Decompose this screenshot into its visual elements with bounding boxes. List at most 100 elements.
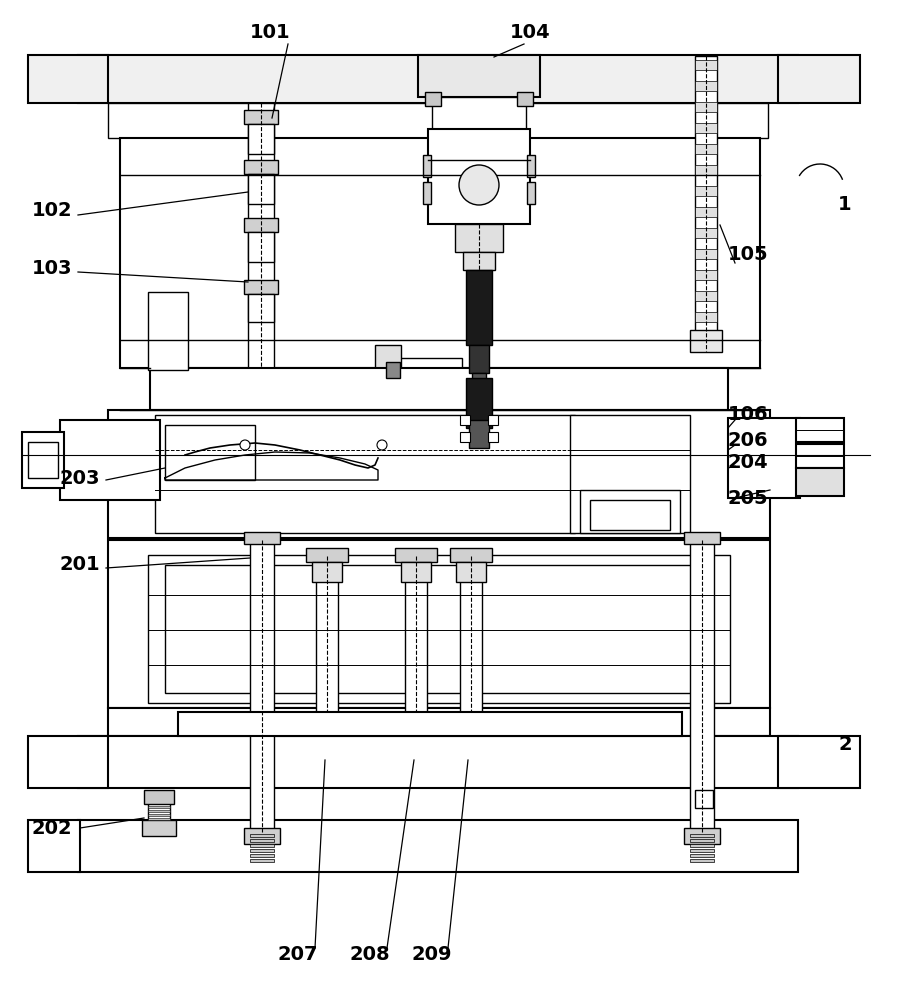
Bar xyxy=(460,415,470,425)
Text: 206: 206 xyxy=(727,430,769,450)
Bar xyxy=(28,820,80,872)
Bar xyxy=(108,540,770,708)
Bar xyxy=(250,849,274,852)
Bar xyxy=(108,103,768,138)
Bar xyxy=(250,839,274,842)
Bar xyxy=(395,548,437,562)
Bar xyxy=(690,859,714,862)
Bar xyxy=(728,418,800,498)
Bar xyxy=(312,562,342,582)
Text: 101: 101 xyxy=(249,22,291,41)
Bar xyxy=(248,124,274,154)
Bar xyxy=(695,81,717,91)
Text: 105: 105 xyxy=(727,245,769,264)
Bar xyxy=(695,165,717,175)
Bar xyxy=(165,425,255,480)
Bar xyxy=(401,562,431,582)
Bar xyxy=(375,345,401,395)
Bar xyxy=(466,378,492,428)
Bar xyxy=(796,468,844,496)
Bar xyxy=(244,110,278,124)
Bar xyxy=(28,442,58,478)
Bar xyxy=(148,292,188,370)
Bar xyxy=(386,362,400,378)
Bar xyxy=(148,818,170,820)
Text: 202: 202 xyxy=(31,818,73,838)
Text: 1: 1 xyxy=(838,196,852,215)
Bar xyxy=(455,224,503,252)
Bar xyxy=(517,92,533,106)
Bar xyxy=(150,368,728,410)
Bar xyxy=(244,160,278,174)
Bar xyxy=(142,820,176,836)
Bar xyxy=(148,800,170,824)
Bar xyxy=(527,182,535,204)
Bar xyxy=(690,839,714,842)
Bar xyxy=(244,532,280,544)
Bar xyxy=(695,144,717,154)
Circle shape xyxy=(240,440,250,450)
Bar xyxy=(148,802,170,804)
Bar xyxy=(695,291,717,301)
Bar xyxy=(425,92,441,106)
Bar xyxy=(695,123,717,133)
Text: 203: 203 xyxy=(60,468,100,488)
Bar xyxy=(148,814,170,816)
Bar xyxy=(178,712,682,736)
Bar xyxy=(695,228,717,238)
Bar xyxy=(695,102,717,112)
Bar xyxy=(155,415,575,533)
Bar xyxy=(423,182,431,204)
Bar xyxy=(165,565,713,693)
Bar xyxy=(456,562,486,582)
Text: 2: 2 xyxy=(838,736,852,754)
Bar xyxy=(796,418,844,442)
Bar xyxy=(78,820,798,872)
Bar xyxy=(306,548,348,562)
Bar xyxy=(250,854,274,857)
Bar xyxy=(695,207,717,217)
Text: 205: 205 xyxy=(727,488,769,508)
Bar xyxy=(690,844,714,847)
Bar xyxy=(248,174,274,204)
Bar xyxy=(527,155,535,177)
Bar xyxy=(78,736,798,788)
Bar xyxy=(778,736,860,788)
Bar xyxy=(108,410,770,538)
Bar xyxy=(316,556,338,712)
Bar xyxy=(418,55,540,97)
Bar xyxy=(248,103,274,368)
Bar xyxy=(244,280,278,294)
Bar xyxy=(488,432,498,442)
Bar xyxy=(423,155,431,177)
Bar xyxy=(250,540,274,832)
Bar xyxy=(148,810,170,812)
Circle shape xyxy=(377,440,387,450)
Bar xyxy=(695,56,717,351)
Bar xyxy=(463,252,495,270)
Text: 209: 209 xyxy=(412,946,452,964)
Bar xyxy=(250,859,274,862)
Bar xyxy=(108,708,770,736)
Bar xyxy=(144,790,174,804)
Bar xyxy=(60,420,160,500)
Bar xyxy=(148,806,170,808)
Text: 102: 102 xyxy=(31,200,73,220)
Text: 106: 106 xyxy=(727,406,769,424)
Bar xyxy=(590,500,670,530)
Bar xyxy=(695,249,717,259)
Circle shape xyxy=(459,165,499,205)
Bar xyxy=(778,55,860,103)
Bar xyxy=(695,312,717,322)
Bar xyxy=(120,138,760,368)
Bar xyxy=(690,849,714,852)
Text: 201: 201 xyxy=(60,556,100,574)
Bar xyxy=(690,834,714,837)
Bar xyxy=(250,834,274,837)
Bar xyxy=(248,294,274,322)
Bar xyxy=(684,532,720,544)
Bar xyxy=(469,420,489,448)
Bar xyxy=(690,330,722,352)
Bar xyxy=(22,432,64,488)
Text: 103: 103 xyxy=(31,258,73,277)
